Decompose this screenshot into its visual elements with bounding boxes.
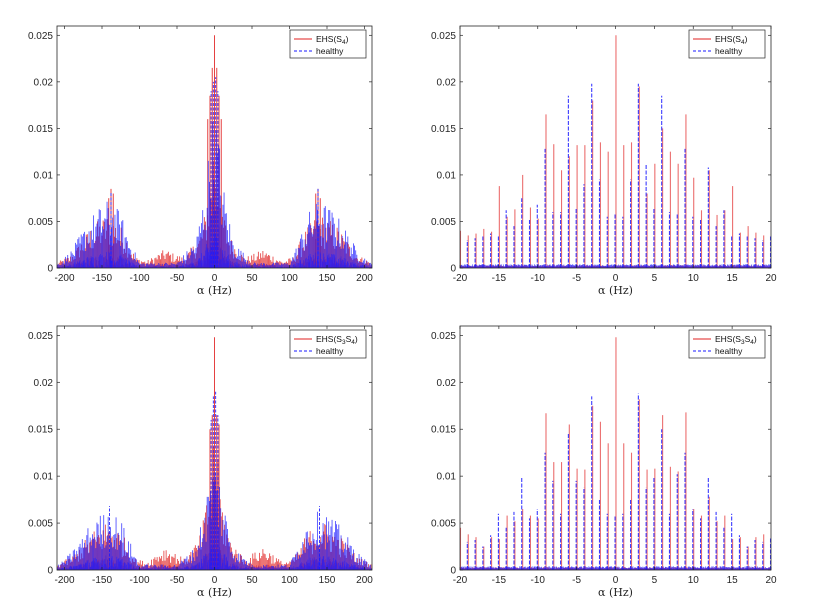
legend-label: EHS(S3S4) <box>316 334 358 346</box>
x-tick-label: 0 <box>613 575 619 586</box>
legend-label: EHS(S4) <box>316 34 349 46</box>
legend-label: EHS(S4) <box>715 34 748 46</box>
legend-label: healthy <box>715 46 743 56</box>
x-tick-label: -15 <box>492 273 507 284</box>
series-healthy <box>460 83 771 268</box>
x-axis-label: α (Hz) <box>197 586 232 599</box>
series-healthy <box>57 77 372 268</box>
x-tick-label: -50 <box>170 273 185 284</box>
chart-panel-top-left: -200 -150 -100 -50 0 50 100 150 200 0 0.005 0.01 0.0… <box>28 25 373 297</box>
series-healthy <box>460 393 771 570</box>
y-tick-label: 0.01 <box>34 472 54 483</box>
x-tick-label: -15 <box>492 575 507 586</box>
x-tick-label: 15 <box>727 273 739 284</box>
legend-label: healthy <box>715 346 743 356</box>
x-tick-label: -20 <box>453 575 468 586</box>
series-fault <box>57 35 372 268</box>
y-tick-label: 0.005 <box>28 217 53 228</box>
y-tick-label: 0.025 <box>28 331 53 342</box>
y-tick-label: 0.005 <box>28 519 53 530</box>
spectrum-lines <box>57 121 372 268</box>
plot-area <box>57 337 372 570</box>
y-tick-label: 0.005 <box>431 217 456 228</box>
x-tick-label: 5 <box>652 575 658 586</box>
x-tick-label: 200 <box>356 273 373 284</box>
x-tick-label: -100 <box>129 273 149 284</box>
y-tick-label: 0.02 <box>437 77 457 88</box>
y-tick-label: 0.01 <box>34 170 54 181</box>
legend: EHS(S4)healthy <box>289 29 367 59</box>
x-tick-label: -10 <box>531 575 546 586</box>
x-tick-label: -5 <box>572 273 581 284</box>
legend-box <box>289 29 367 59</box>
y-tick-label: 0.025 <box>431 331 456 342</box>
legend-box <box>688 329 766 359</box>
y-tick-label: 0.01 <box>437 472 457 483</box>
legend: EHS(S3S4)healthy <box>289 329 367 359</box>
y-tick-label: 0.02 <box>34 378 54 389</box>
chart-panel-bottom-right: -20 -15 -10 -5 0 5 10 15 20 0 0.005 0.01 0.015 0.02 0.… <box>431 325 777 599</box>
x-tick-label: 20 <box>765 273 777 284</box>
x-tick-label: 150 <box>319 273 336 284</box>
x-tick-label: 200 <box>356 575 373 586</box>
x-tick-label: 0 <box>212 575 218 586</box>
y-tick-label: 0.025 <box>431 31 456 42</box>
x-tick-label: 20 <box>765 575 777 586</box>
legend-label: EHS(S3S4) <box>715 334 757 346</box>
x-tick-label: 100 <box>281 273 298 284</box>
y-tick-label: 0 <box>450 566 456 577</box>
y-tick-label: 0 <box>47 264 53 275</box>
x-tick-label: 10 <box>688 273 700 284</box>
plot-area <box>57 35 372 268</box>
legend-box <box>289 329 367 359</box>
chart-panel-bottom-left: -200 -150 -100 -50 0 50 100 150 200 0 0.005 0.01 0.0… <box>28 325 373 599</box>
legend-box <box>688 29 766 59</box>
x-tick-label: -150 <box>92 575 112 586</box>
y-tick-label: 0.02 <box>34 77 54 88</box>
y-tick-label: 0 <box>450 264 456 275</box>
x-axis-label: α (Hz) <box>598 284 633 297</box>
plot-area <box>460 35 771 268</box>
chart-panel-top-right: -20 -15 -10 -5 0 5 10 15 20 0 0.005 0.01 0.015 0.02 0.… <box>431 25 777 297</box>
x-axis-label: α (Hz) <box>598 586 633 599</box>
x-tick-label: -50 <box>170 575 185 586</box>
plot-area <box>460 337 771 570</box>
y-tick-label: 0.015 <box>28 124 53 135</box>
x-tick-label: 50 <box>246 273 258 284</box>
series-fault <box>460 35 771 268</box>
x-tick-label: 5 <box>652 273 658 284</box>
y-tick-label: 0.02 <box>437 378 457 389</box>
legend-label: healthy <box>316 46 344 56</box>
y-tick-label: 0.015 <box>431 425 456 436</box>
y-tick-label: 0 <box>47 566 53 577</box>
x-tick-label: -200 <box>54 273 74 284</box>
y-tick-label: 0.025 <box>28 31 53 42</box>
y-tick-label: 0.015 <box>431 124 456 135</box>
x-tick-label: -20 <box>453 273 468 284</box>
x-tick-label: 10 <box>688 575 700 586</box>
x-tick-label: 100 <box>281 575 298 586</box>
legend: EHS(S3S4)healthy <box>688 329 766 359</box>
x-tick-label: 150 <box>319 575 336 586</box>
x-tick-label: -200 <box>54 575 74 586</box>
y-tick-label: 0.01 <box>437 170 457 181</box>
x-tick-label: 0 <box>212 273 218 284</box>
y-tick-label: 0.015 <box>28 425 53 436</box>
x-tick-label: -150 <box>92 273 112 284</box>
y-tick-label: 0.005 <box>431 519 456 530</box>
x-axis-label: α (Hz) <box>197 284 232 297</box>
legend-label: healthy <box>316 346 344 356</box>
x-tick-label: -10 <box>531 273 546 284</box>
x-tick-label: 50 <box>246 575 258 586</box>
x-tick-label: -100 <box>129 575 149 586</box>
legend: EHS(S4)healthy <box>688 29 766 59</box>
x-tick-label: -5 <box>572 575 581 586</box>
x-tick-label: 0 <box>613 273 619 284</box>
series-fault <box>57 337 372 570</box>
series-fault <box>460 337 771 570</box>
x-tick-label: 15 <box>727 575 739 586</box>
spectrum-lines <box>57 472 372 570</box>
